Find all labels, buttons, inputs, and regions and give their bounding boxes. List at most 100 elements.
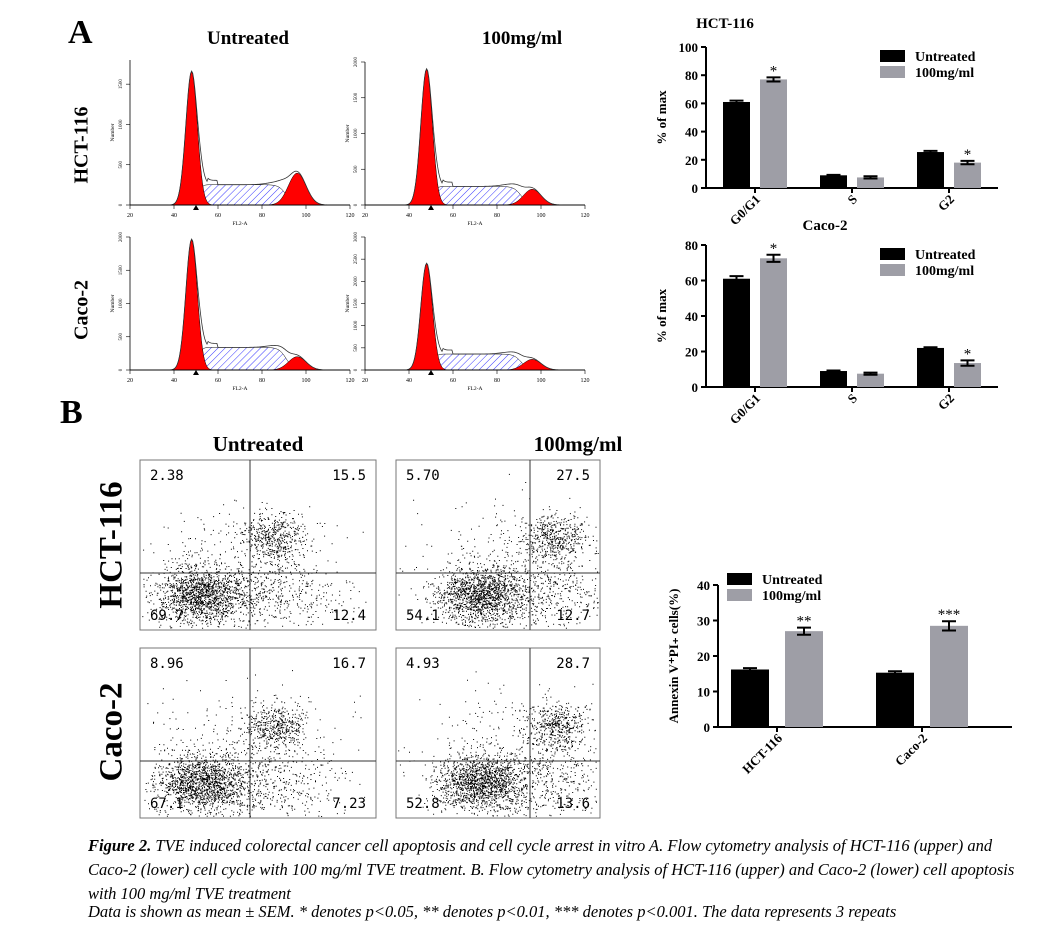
bar-100mgml (857, 177, 884, 188)
y-axis-label: % of max (654, 90, 669, 145)
bar-100mgml (954, 162, 981, 188)
significance-marker: * (770, 241, 778, 257)
quadrant-ur-value: 28.7 (556, 656, 590, 672)
bar-untreated (731, 669, 769, 727)
bar-untreated (820, 175, 847, 188)
error-bar (743, 667, 757, 672)
legend-label: 100mg/ml (762, 589, 821, 604)
dot-plot-frame (139, 459, 377, 631)
error-bar (863, 371, 878, 376)
bar-untreated (723, 278, 750, 387)
x-tick-label: 120 (581, 213, 590, 219)
y-tick-label: 2500 (354, 254, 359, 265)
y-tick-label: 1000 (354, 128, 359, 139)
y-tick-label: 1000 (354, 320, 359, 331)
error-bar (923, 346, 938, 350)
bar-untreated (917, 152, 944, 188)
y-axis-label: Number (110, 294, 116, 312)
column-header-untreated-b: Untreated (212, 432, 304, 456)
error-bar (960, 359, 975, 367)
y-tick-label: 0 (354, 203, 359, 206)
quadrant-lr-value: 13.6 (556, 796, 590, 812)
y-axis-label: % of max (654, 288, 669, 343)
y-tick-label: 0 (704, 720, 711, 735)
cell-events (398, 671, 597, 817)
significance-marker: * (964, 147, 972, 163)
quadrant-ul-value: 5.70 (406, 468, 440, 484)
y-tick-label: 1500 (354, 298, 359, 309)
legend-swatch (880, 66, 905, 78)
x-tick-label: Caco-2 (892, 731, 930, 769)
quadrant-lr-value: 7.23 (332, 796, 366, 812)
y-tick-label: 1000 (119, 298, 124, 309)
cell-events (144, 670, 366, 817)
marker-triangle (428, 205, 434, 210)
x-tick-label: 40 (406, 378, 412, 384)
cell-events (142, 499, 367, 629)
quadrant-ll-value: 54.1 (406, 608, 440, 624)
bar-100mgml (930, 625, 968, 727)
x-tick-label: S (844, 391, 860, 407)
significance-marker: *** (938, 607, 961, 623)
y-tick-label: 1000 (119, 119, 124, 130)
x-tick-label: 60 (450, 213, 456, 219)
x-tick-label: 120 (346, 378, 355, 384)
error-bar (942, 620, 956, 632)
x-tick-label: HCT-116 (739, 730, 785, 776)
marker-triangle (193, 370, 199, 375)
error-bar (766, 76, 781, 83)
quadrant-ur-value: 27.5 (556, 468, 590, 484)
y-tick-label: 0 (354, 368, 359, 371)
x-tick-label: 20 (362, 213, 368, 219)
error-bar (960, 159, 975, 166)
y-tick-label: 0 (692, 181, 699, 196)
y-axis-label: Annexin V⁺PI₊ cells(%) (666, 589, 681, 724)
x-tick-label: 60 (450, 378, 456, 384)
panel-a-label: A (68, 14, 93, 51)
y-tick-label: 20 (685, 153, 698, 168)
error-bar (863, 175, 878, 180)
y-tick-label: 2000 (354, 57, 359, 68)
y-tick-label: 40 (685, 125, 698, 140)
x-axis-label: FL2-A (468, 221, 483, 227)
x-tick-label: G0/G1 (726, 391, 763, 428)
bar-100mgml (954, 363, 981, 387)
legend-label: Untreated (915, 50, 976, 65)
quadrant-ll-value: 69.7 (150, 608, 184, 624)
quadrant-lr-value: 12.4 (332, 608, 366, 624)
quadrant-ul-value: 8.96 (150, 656, 184, 672)
caption-text: TVE induced colorectal cancer cell apopt… (88, 836, 1015, 903)
y-tick-label: 500 (119, 160, 124, 168)
x-tick-label: 80 (494, 378, 500, 384)
y-tick-label: 1500 (119, 265, 124, 276)
bar-untreated (820, 371, 847, 387)
y-tick-label: 60 (685, 274, 698, 289)
quadrant-ul-value: 4.93 (406, 656, 440, 672)
figure-caption: Figure 2. TVE induced colorectal cancer … (88, 834, 1018, 906)
y-tick-label: 0 (119, 203, 124, 206)
error-bar (826, 173, 841, 177)
legend-swatch (727, 589, 752, 601)
y-tick-label: 80 (685, 238, 698, 253)
chart-title: Caco-2 (803, 218, 848, 234)
legend-label: Untreated (762, 573, 823, 588)
y-tick-label: 100 (679, 40, 699, 55)
x-tick-label: 40 (406, 213, 412, 219)
column-header-treated: 100mg/ml (481, 28, 563, 49)
y-tick-label: 40 (697, 578, 710, 593)
x-axis-label: FL2-A (468, 386, 483, 392)
legend-label: 100mg/ml (915, 264, 974, 279)
error-bar (888, 670, 902, 676)
error-bar (766, 253, 781, 263)
y-tick-label: 1500 (354, 92, 359, 103)
error-bar (729, 275, 744, 283)
dot-plot-frame (395, 647, 601, 819)
y-axis-label: Number (345, 294, 351, 312)
quadrant-ur-value: 16.7 (332, 656, 366, 672)
column-header-untreated: Untreated (207, 28, 289, 49)
x-tick-label: S (844, 192, 860, 208)
significance-marker: ** (797, 614, 812, 630)
quadrant-ll-value: 67.1 (150, 796, 184, 812)
